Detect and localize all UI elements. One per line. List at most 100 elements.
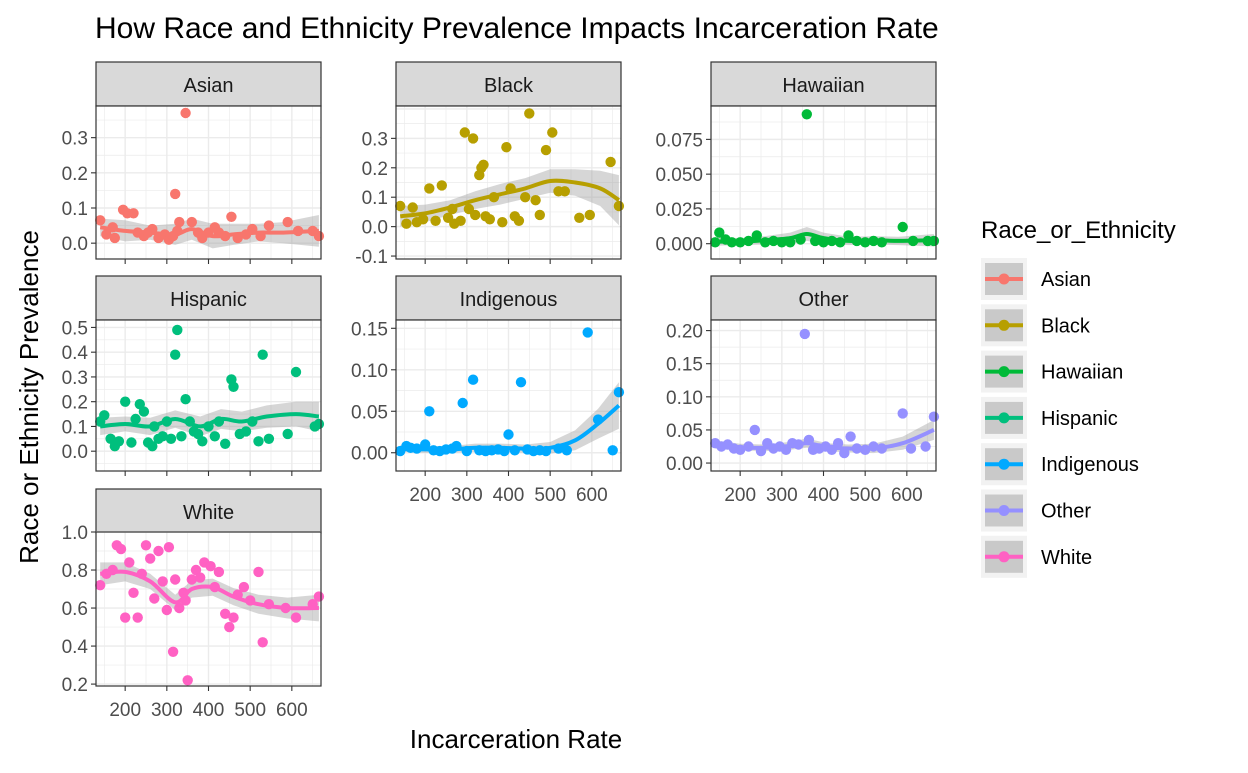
data-point bbox=[176, 431, 187, 442]
data-point bbox=[467, 374, 479, 385]
facet-panel-black: Black -0.1 0.0 0.1 0.2 0.3 bbox=[355, 61, 625, 268]
data-point bbox=[905, 443, 917, 454]
y-tick-label: 0.05 bbox=[666, 421, 703, 442]
data-point bbox=[613, 200, 625, 212]
data-point bbox=[520, 192, 531, 203]
y-tick-label: 0.6 bbox=[62, 599, 88, 620]
smooth-line bbox=[399, 178, 621, 219]
data-point bbox=[515, 377, 527, 388]
legend: Race_or_Ethnicity Asian Black Hawaiian Hisp… bbox=[981, 217, 1176, 578]
data-point bbox=[99, 410, 110, 421]
y-tick-label: 0.20 bbox=[666, 322, 703, 343]
data-point bbox=[113, 436, 125, 447]
data-point bbox=[228, 612, 239, 623]
data-point bbox=[263, 220, 275, 231]
data-point bbox=[138, 406, 150, 417]
facet-panel-indigenous: Indigenous 0.00 0.05 0.10 0.15 200 300 400 500 60… bbox=[351, 275, 625, 506]
x-tick-label: 400 bbox=[193, 700, 225, 721]
data-point bbox=[561, 445, 572, 456]
legend-label: Hispanic bbox=[1041, 408, 1118, 430]
data-point bbox=[313, 591, 325, 602]
y-tick-label: 0.075 bbox=[655, 130, 703, 151]
legend-key-point bbox=[998, 366, 1010, 378]
data-point bbox=[436, 180, 447, 191]
y-tick-label: 0.025 bbox=[655, 200, 703, 221]
y-tick-label: 0.10 bbox=[666, 388, 703, 409]
data-point bbox=[140, 540, 152, 551]
data-point bbox=[172, 324, 183, 336]
y-tick-label: 1.0 bbox=[62, 523, 88, 544]
legend-label: White bbox=[1041, 547, 1092, 569]
data-point bbox=[257, 637, 268, 648]
legend-label: Indigenous bbox=[1041, 454, 1139, 476]
y-tick-label: 0.4 bbox=[62, 637, 89, 658]
data-point bbox=[843, 230, 854, 241]
x-tick-label: 500 bbox=[849, 485, 881, 506]
data-point bbox=[513, 215, 525, 226]
legend-key-point bbox=[998, 458, 1010, 470]
legend-label: Other bbox=[1041, 501, 1091, 523]
data-point bbox=[530, 195, 541, 206]
data-point bbox=[170, 188, 181, 200]
data-point bbox=[584, 209, 595, 221]
y-tick-label: 0.8 bbox=[62, 561, 88, 582]
data-point bbox=[128, 208, 139, 219]
legend-item-other: Other bbox=[981, 489, 1091, 532]
legend-item-white: White bbox=[981, 535, 1092, 578]
y-tick-label: 0.4 bbox=[62, 343, 89, 364]
facet-label-asian: Asian bbox=[183, 75, 233, 97]
y-tick-label: 0.3 bbox=[62, 129, 88, 150]
legend-key-point bbox=[998, 319, 1010, 331]
data-point bbox=[313, 418, 325, 430]
data-point bbox=[157, 576, 168, 587]
data-point bbox=[161, 604, 172, 616]
legend-key-point bbox=[998, 551, 1010, 563]
facet-panel-other: Other 0.00 0.05 0.10 0.15 0.20 200 300 400 500 600 bbox=[666, 275, 940, 506]
y-tick-label: -0.1 bbox=[355, 247, 388, 268]
legend-label: Black bbox=[1041, 315, 1091, 337]
legend-title: Race_or_Ethnicity bbox=[981, 217, 1176, 244]
y-tick-label: 0.0 bbox=[362, 218, 388, 239]
data-point bbox=[120, 396, 131, 407]
legend-key-point bbox=[998, 412, 1010, 424]
facet-strip-other bbox=[710, 275, 937, 321]
data-point bbox=[170, 574, 181, 585]
facet-panel-white: White 0.2 0.4 0.6 0.8 1.0 200 300 400 500 600 bbox=[62, 488, 325, 721]
data-point bbox=[257, 349, 268, 360]
smooth-line bbox=[714, 428, 935, 451]
x-tick-label: 400 bbox=[808, 485, 840, 506]
data-point bbox=[220, 438, 231, 449]
data-point bbox=[145, 553, 156, 564]
x-tick-label: 300 bbox=[766, 485, 798, 506]
data-point bbox=[186, 216, 197, 228]
data-point bbox=[165, 433, 177, 444]
data-point bbox=[607, 445, 618, 456]
data-point bbox=[147, 441, 158, 452]
data-point bbox=[470, 209, 481, 221]
y-tick-label: 0.15 bbox=[666, 355, 703, 376]
data-point bbox=[226, 211, 237, 222]
data-point bbox=[897, 221, 908, 233]
data-point bbox=[928, 411, 940, 422]
data-point bbox=[253, 566, 264, 578]
x-tick-label: 400 bbox=[493, 485, 525, 506]
data-point bbox=[124, 557, 135, 568]
data-point bbox=[128, 587, 139, 598]
facet-strip-white bbox=[95, 488, 322, 534]
data-point bbox=[484, 214, 495, 225]
x-tick-label: 500 bbox=[234, 700, 266, 721]
data-point bbox=[115, 543, 127, 555]
data-point bbox=[209, 431, 220, 442]
data-point bbox=[197, 436, 208, 447]
y-tick-label: 0.1 bbox=[62, 417, 88, 438]
x-tick-label: 200 bbox=[109, 700, 141, 721]
facet-strip-black bbox=[395, 61, 622, 107]
data-point bbox=[195, 572, 206, 583]
data-point bbox=[228, 381, 239, 392]
x-tick-label: 500 bbox=[534, 485, 566, 506]
data-point bbox=[801, 109, 812, 120]
data-point bbox=[605, 156, 616, 168]
legend-key-point bbox=[998, 273, 1010, 285]
facet-panel-hawaiian: Hawaiian 0.000 0.025 0.050 0.075 bbox=[655, 61, 940, 264]
y-tick-label: 0.1 bbox=[362, 188, 388, 209]
